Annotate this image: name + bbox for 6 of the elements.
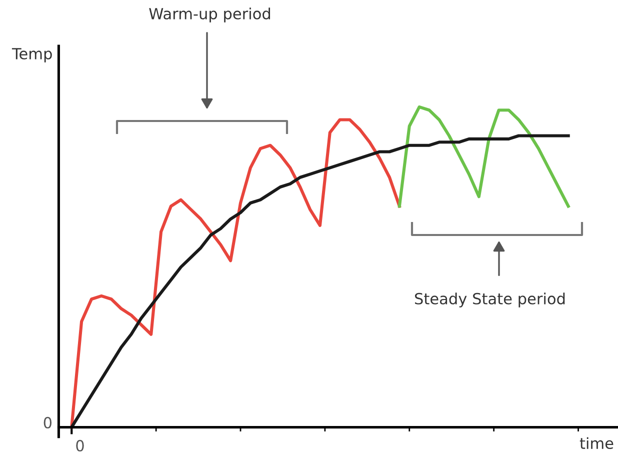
text: 0 (76, 440, 84, 452)
annotation: Steady State period (415, 292, 565, 308)
x-axis-title: time (580, 437, 614, 450)
y-axis-title: Temp (12, 48, 52, 62)
text: 0 (44, 416, 52, 428)
text: Warm-up period (149, 8, 270, 22)
